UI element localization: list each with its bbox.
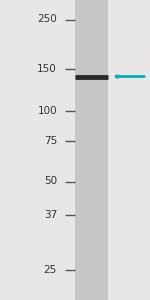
Text: 37: 37 xyxy=(44,209,57,220)
Text: 100: 100 xyxy=(37,106,57,116)
Text: 50: 50 xyxy=(44,176,57,187)
Text: 25: 25 xyxy=(44,265,57,275)
Text: 75: 75 xyxy=(44,136,57,146)
Text: 150: 150 xyxy=(37,64,57,74)
Bar xyxy=(75,0,108,300)
Text: 250: 250 xyxy=(37,14,57,25)
